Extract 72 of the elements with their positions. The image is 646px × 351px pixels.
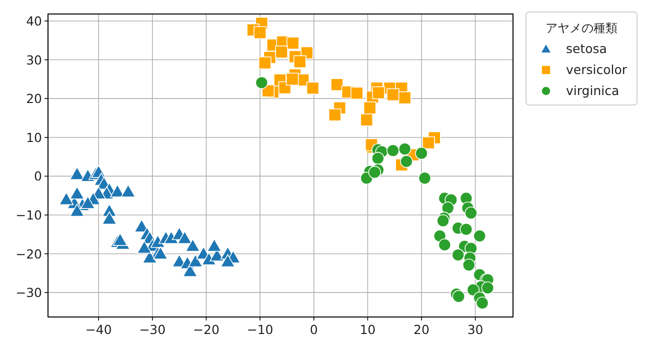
point — [185, 238, 200, 252]
point — [386, 88, 400, 102]
point — [293, 55, 306, 68]
point — [418, 172, 432, 185]
point — [330, 78, 344, 92]
point — [102, 211, 117, 224]
point — [255, 76, 268, 90]
point — [350, 86, 364, 100]
point — [452, 248, 465, 262]
x-tick-label: −10 — [246, 322, 274, 337]
point — [112, 232, 128, 246]
x-tick-label: −20 — [193, 322, 220, 337]
point — [386, 144, 400, 157]
point — [441, 202, 454, 214]
y-tick-label: −20 — [16, 246, 42, 262]
y-tick-label: 40 — [26, 13, 42, 28]
point — [58, 192, 74, 206]
point — [70, 204, 84, 217]
point — [80, 196, 96, 209]
point — [436, 214, 450, 228]
point — [372, 86, 385, 100]
legend-label: virginica — [566, 83, 620, 98]
point — [398, 91, 412, 104]
point — [481, 282, 494, 294]
point — [70, 166, 84, 180]
point — [328, 108, 342, 122]
point — [136, 240, 152, 254]
y-tick-label: 10 — [26, 130, 42, 145]
point — [452, 290, 466, 303]
x-tick-label: −40 — [85, 322, 112, 337]
point — [466, 283, 480, 296]
point — [400, 155, 413, 168]
y-tick-label: 20 — [26, 91, 42, 106]
x-tick-label: 0 — [310, 322, 318, 337]
point — [70, 186, 84, 200]
point — [220, 254, 236, 268]
x-tick-label: −30 — [139, 322, 166, 337]
point — [286, 72, 299, 86]
point — [460, 222, 473, 236]
point — [286, 36, 300, 50]
point — [363, 101, 376, 114]
point — [177, 230, 192, 244]
point — [473, 230, 486, 242]
y-tick-label: 30 — [26, 52, 42, 68]
y-tick-label: −30 — [16, 285, 42, 300]
point — [306, 82, 320, 94]
point — [372, 152, 384, 165]
point — [464, 206, 478, 220]
legend-title: アヤメの種類 — [546, 21, 618, 35]
legend-label: versicolor — [566, 62, 628, 77]
x-tick-label: 20 — [414, 322, 430, 337]
point — [164, 230, 179, 244]
y-tick-label: 0 — [34, 168, 42, 184]
point — [188, 254, 203, 268]
point — [415, 146, 428, 160]
legend-label: setosa — [566, 41, 607, 56]
point — [258, 56, 272, 70]
point — [254, 26, 266, 40]
x-tick-label: 10 — [360, 322, 376, 337]
point — [398, 142, 412, 156]
y-tick-label: −10 — [16, 207, 42, 222]
point — [206, 238, 222, 252]
point — [120, 184, 136, 198]
point — [462, 258, 476, 272]
point — [368, 166, 382, 179]
point — [275, 46, 288, 58]
point — [153, 246, 168, 260]
point — [476, 296, 489, 310]
point — [360, 114, 374, 126]
point — [422, 136, 435, 150]
point — [438, 238, 452, 252]
x-tick-label: 30 — [467, 322, 484, 337]
